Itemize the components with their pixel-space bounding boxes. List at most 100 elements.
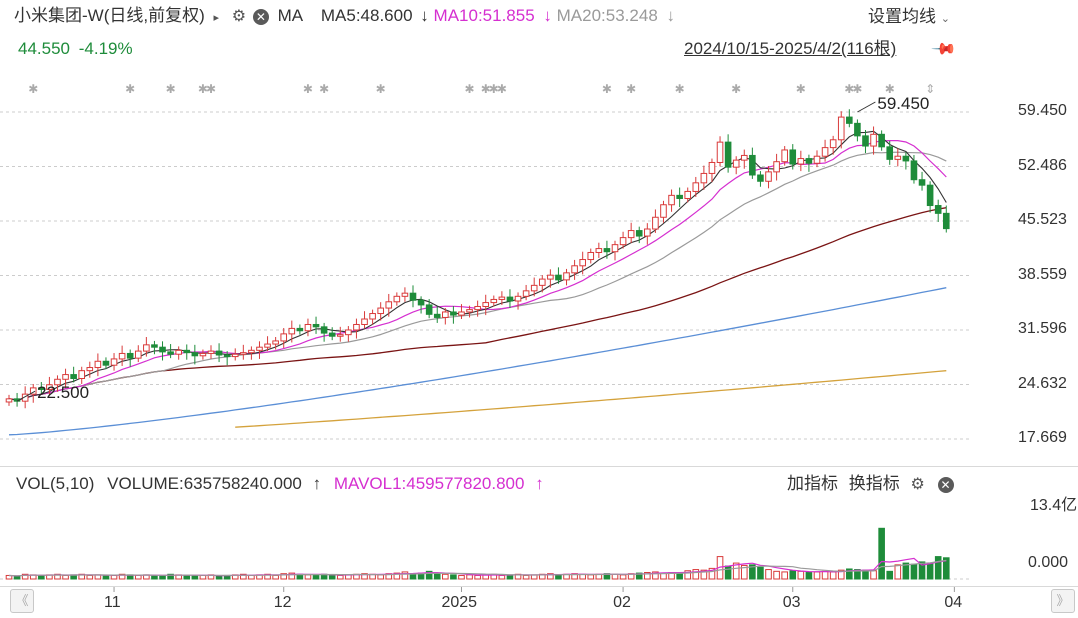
- candle: [70, 366, 77, 383]
- event-marker-icon: ✱: [731, 82, 741, 96]
- candle: [490, 295, 498, 307]
- candle: [934, 199, 942, 222]
- candle: [660, 200, 667, 223]
- candle: [821, 139, 829, 162]
- candle: [854, 119, 861, 142]
- ma5-arrow: ↓: [420, 6, 429, 25]
- candle: [401, 287, 409, 302]
- candle: [522, 284, 530, 301]
- volume-bar: [652, 571, 659, 580]
- candle: [450, 306, 457, 324]
- stock-name[interactable]: 小米集团-W: [14, 6, 104, 25]
- period-label[interactable]: (日线,前复权): [103, 6, 205, 25]
- candle: [94, 353, 102, 377]
- candle: [328, 327, 336, 341]
- volume-bar: [336, 574, 344, 580]
- date-range[interactable]: 2024/10/15-2025/4/2(116根): [684, 39, 897, 58]
- candle: [942, 205, 950, 233]
- annotation-layer: 22.500 59.450: [16, 94, 929, 402]
- event-marker-icon: ✱: [28, 82, 38, 96]
- close-icon[interactable]: ✕: [252, 9, 269, 25]
- candle: [5, 394, 13, 406]
- event-marker-icon: ✱: [796, 82, 806, 96]
- volume-bar: [765, 569, 772, 580]
- volume-bar: [377, 574, 384, 580]
- volume-bar: [13, 575, 21, 580]
- ma120-line: [8, 287, 947, 436]
- volume-bar: [942, 557, 950, 580]
- price-readout: 44.550 -4.19%: [18, 39, 133, 59]
- candle: [361, 311, 368, 329]
- candle: [167, 344, 174, 359]
- volume-bar: [466, 574, 473, 580]
- vol-label[interactable]: VOL(5,10): [16, 474, 95, 493]
- gear-icon[interactable]: ⚙: [910, 476, 925, 493]
- ma20-line: [8, 151, 947, 401]
- candle: [264, 336, 271, 352]
- volume-value: VOLUME:635758240.000: [107, 474, 302, 493]
- ma-settings-label: 设置均线: [868, 7, 936, 26]
- event-marker-icon: ✱: [885, 82, 895, 96]
- volume-bar: [102, 575, 110, 580]
- candle: [708, 158, 716, 183]
- candle: [829, 135, 837, 155]
- volume-bar: [522, 574, 530, 580]
- candle: [530, 277, 538, 297]
- candle: [732, 156, 740, 175]
- volume-bar: [199, 574, 207, 580]
- event-marker-layer: ✱ ✱ ✱ ✱✱ ✱ ✱ ✱ ✱ ✱✱✱ ✱ ✱ ✱ ✱ ✱ ✱✱ ✱ ⇕: [28, 82, 935, 96]
- volume-bar: [724, 565, 732, 580]
- price-tick-label: 17.669: [1018, 429, 1067, 446]
- candle: [433, 306, 441, 323]
- candle: [183, 344, 191, 360]
- volume-bar: [134, 574, 142, 580]
- candle: [482, 294, 490, 316]
- volume-bar: [474, 574, 481, 580]
- candle: [749, 147, 756, 179]
- event-marker-icon: ✱: [319, 82, 329, 96]
- candle: [62, 368, 69, 388]
- price-tick-label: 24.632: [1018, 374, 1067, 392]
- add-indicator-button[interactable]: 加指标: [787, 474, 838, 493]
- candle: [563, 268, 570, 286]
- candle: [385, 293, 393, 317]
- candle: [797, 150, 805, 172]
- close-icon[interactable]: ✕: [937, 477, 954, 493]
- volume-bar: [934, 556, 942, 580]
- panel-divider: [0, 466, 1078, 467]
- candle: [514, 292, 522, 310]
- candle: [926, 181, 934, 213]
- scroll-left-button[interactable]: 《: [10, 589, 34, 613]
- volume-header: VOL(5,10) VOLUME:635758240.000 ↑ MAVOL1:…: [16, 474, 544, 494]
- price-tick-label: 52.486: [1018, 156, 1067, 174]
- candle: [175, 346, 182, 360]
- switch-indicator-button[interactable]: 换指标: [848, 474, 900, 493]
- volume-bar: [773, 570, 780, 580]
- volume-bar: [240, 573, 247, 580]
- chart-header: 小米集团-W(日线,前复权) ▸ ⚙ ✕ MA MA5:48.600 ↓ MA1…: [14, 6, 675, 28]
- volume-bar: [894, 564, 902, 580]
- candle: [918, 171, 926, 191]
- candle: [757, 171, 764, 187]
- time-tick-label: 12: [273, 594, 292, 611]
- volume-bar: [700, 569, 708, 580]
- volume-bar: [361, 573, 368, 580]
- candle: [118, 345, 126, 366]
- candle: [86, 361, 94, 378]
- candle: [692, 176, 700, 197]
- candle: [862, 130, 869, 154]
- event-marker-icon: ✱: [166, 82, 176, 96]
- candle: [579, 251, 586, 275]
- volume-bar: [304, 574, 312, 580]
- volume-bar: [425, 570, 433, 580]
- ma250-line: [235, 370, 947, 428]
- event-marker-icon: ✱: [465, 82, 475, 96]
- candle: [684, 187, 692, 203]
- scroll-right-button[interactable]: 》: [1051, 589, 1075, 613]
- play-icon[interactable]: ▸: [213, 12, 220, 24]
- gear-icon[interactable]: ⚙: [231, 8, 247, 25]
- ma-settings-button[interactable]: 设置均线 ⌄: [868, 7, 950, 29]
- candle: [805, 154, 813, 172]
- volume-bar: [749, 564, 756, 580]
- volume-bar: [328, 574, 336, 580]
